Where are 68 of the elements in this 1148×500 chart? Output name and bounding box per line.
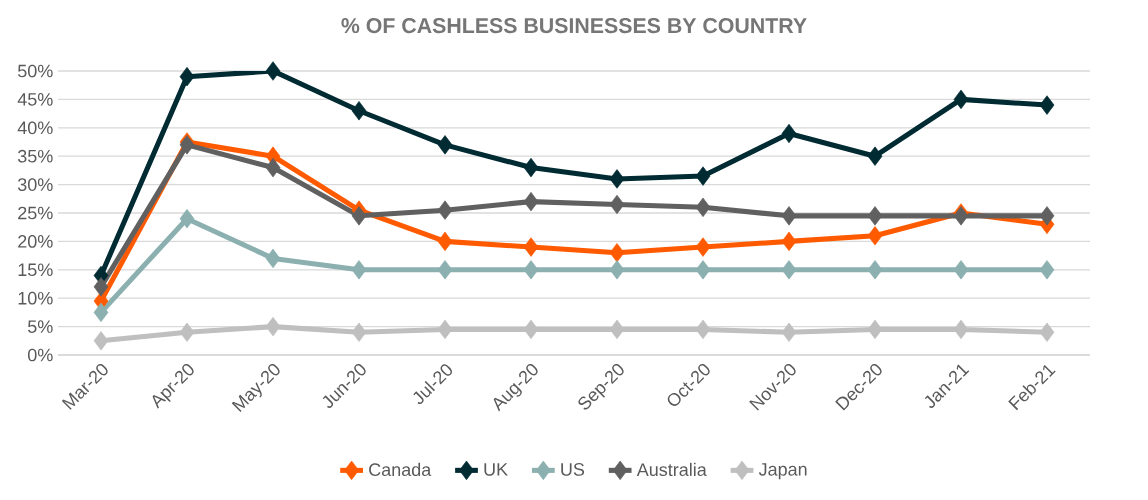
point [695, 166, 711, 186]
point [265, 316, 281, 337]
y-tick-label: 45% [17, 93, 53, 106]
y-tick-label: 25% [18, 206, 53, 220]
legend-label: Australia [636, 462, 707, 477]
point [179, 67, 195, 87]
point [523, 319, 539, 340]
point [523, 157, 539, 178]
point [1039, 260, 1055, 280]
point [695, 260, 711, 280]
point [867, 319, 883, 340]
point [609, 243, 625, 263]
y-tick-label: 10% [18, 291, 53, 305]
y-tick-label: 15% [18, 263, 53, 277]
legend-label: US [561, 463, 585, 476]
point [609, 319, 625, 340]
point [351, 101, 367, 121]
point [265, 157, 281, 178]
y-tick-label: 5% [27, 320, 53, 333]
point [609, 194, 625, 215]
point [1039, 206, 1055, 226]
point [437, 319, 453, 340]
point [523, 237, 539, 257]
point [523, 191, 539, 212]
point [953, 319, 969, 340]
point [953, 260, 969, 280]
point [781, 123, 797, 144]
y-tick-label: 35% [17, 149, 53, 163]
point [867, 260, 883, 280]
legend-label: Japan [758, 463, 807, 480]
point [265, 248, 281, 269]
point [867, 226, 883, 246]
point [781, 206, 797, 226]
point [867, 146, 883, 166]
point [437, 231, 453, 252]
point [351, 260, 367, 280]
point [781, 322, 797, 342]
point [93, 331, 109, 351]
point [437, 260, 453, 280]
point [523, 260, 539, 280]
point [609, 260, 625, 280]
legend-label: UK [484, 463, 508, 476]
point [695, 197, 711, 217]
point [179, 209, 195, 229]
legend-label: Canada [369, 462, 432, 477]
point [1039, 322, 1055, 342]
point [93, 302, 109, 323]
y-tick-label: 0% [27, 348, 53, 362]
point [781, 231, 797, 252]
y-tick-label: 20% [18, 235, 53, 248]
point [437, 135, 453, 155]
point [953, 89, 969, 110]
point [179, 322, 195, 342]
point [265, 61, 281, 81]
point [351, 206, 367, 226]
y-tick-label: 50% [17, 64, 53, 78]
point [867, 206, 883, 226]
point [695, 319, 711, 340]
point [93, 277, 109, 297]
point [609, 169, 625, 189]
point [351, 322, 367, 342]
y-tick-label: 30% [17, 178, 53, 191]
point [437, 200, 453, 220]
chart-title: % OF CASHLESS BUSINESSES BY COUNTRY [341, 18, 807, 34]
point [695, 237, 711, 257]
point [781, 260, 797, 280]
point [1039, 95, 1055, 115]
y-tick-label: 40% [17, 121, 53, 135]
